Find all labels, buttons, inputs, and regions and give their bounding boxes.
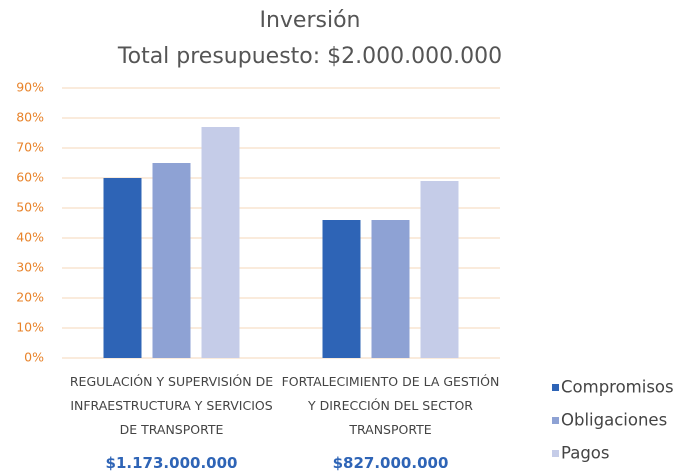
bar xyxy=(420,181,459,358)
y-tick-label: 40% xyxy=(16,230,44,245)
bar xyxy=(371,220,410,358)
legend-swatch xyxy=(552,417,559,424)
bar xyxy=(322,220,361,358)
y-tick-label: 30% xyxy=(16,260,44,275)
category-amount: $827.000.000 xyxy=(332,454,449,472)
legend-label: Obligaciones xyxy=(561,411,667,430)
bar xyxy=(103,178,142,358)
y-tick-label: 60% xyxy=(16,170,44,185)
y-tick-label: 0% xyxy=(24,350,44,365)
bar xyxy=(152,163,191,358)
legend-label: Compromisos xyxy=(561,378,674,397)
chart-subtitle: Total presupuesto: $2.000.000.000 xyxy=(117,44,502,69)
category-amount: $1.173.000.000 xyxy=(105,454,238,472)
y-tick-label: 10% xyxy=(16,320,44,335)
x-tick-label: FORTALECIMIENTO DE LA GESTIÓN Y DIRECCIÓ… xyxy=(281,374,500,437)
chart-title: Inversión xyxy=(259,8,360,33)
y-tick-label: 50% xyxy=(16,200,44,215)
y-tick-label: 70% xyxy=(16,140,44,155)
legend-swatch xyxy=(552,450,559,457)
y-tick-label: 20% xyxy=(16,290,44,305)
y-tick-label: 90% xyxy=(16,80,44,95)
legend-swatch xyxy=(552,384,559,391)
bar xyxy=(201,127,240,358)
legend-label: Pagos xyxy=(561,444,610,463)
x-tick-label: REGULACIÓN Y SUPERVISIÓN DE INFRAESTRUCT… xyxy=(69,374,274,437)
y-tick-label: 80% xyxy=(16,110,44,125)
